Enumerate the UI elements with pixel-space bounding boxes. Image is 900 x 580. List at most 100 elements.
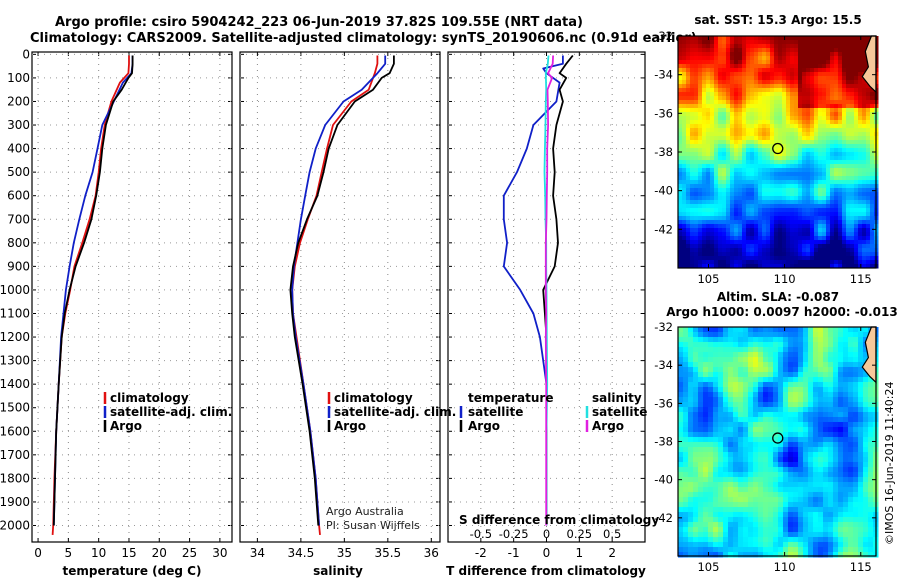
map-cell bbox=[688, 427, 694, 433]
map-cell bbox=[742, 60, 747, 65]
map-cell bbox=[743, 517, 749, 523]
map-cell bbox=[803, 362, 809, 368]
map-cell bbox=[698, 112, 703, 117]
map-cell bbox=[766, 252, 771, 257]
map-cell bbox=[810, 124, 815, 129]
map-cell bbox=[758, 382, 764, 388]
map-cell bbox=[848, 497, 854, 503]
map-cell bbox=[803, 332, 809, 338]
map-cell bbox=[743, 387, 749, 393]
map-cell bbox=[750, 136, 755, 141]
map-cell bbox=[866, 232, 871, 237]
map-cell bbox=[733, 362, 739, 368]
map-cell bbox=[713, 397, 719, 403]
map-cell bbox=[728, 337, 734, 343]
map-cell bbox=[862, 128, 867, 133]
map-cell bbox=[686, 96, 691, 101]
map-cell bbox=[742, 236, 747, 241]
map-cell bbox=[778, 228, 783, 233]
map-cell bbox=[678, 397, 684, 403]
map-cell bbox=[743, 417, 749, 423]
map-cell bbox=[868, 487, 874, 493]
map-cell bbox=[753, 537, 759, 543]
map-cell bbox=[818, 252, 823, 257]
map-cell bbox=[726, 48, 731, 53]
map-cell bbox=[858, 196, 863, 201]
map-cell bbox=[850, 96, 855, 101]
map-cell bbox=[786, 160, 791, 165]
map-cell bbox=[786, 220, 791, 225]
map-cell bbox=[778, 467, 784, 473]
map-cell bbox=[778, 72, 783, 77]
map-cell bbox=[766, 100, 771, 105]
map-cell bbox=[774, 168, 779, 173]
map-cell bbox=[828, 502, 834, 508]
map-cell bbox=[754, 136, 759, 141]
map-cell bbox=[710, 36, 715, 41]
map-cell bbox=[858, 442, 864, 448]
map-cell bbox=[702, 96, 707, 101]
map-cell bbox=[726, 128, 731, 133]
map-cell bbox=[782, 160, 787, 165]
map-cell bbox=[842, 264, 847, 269]
map-cell bbox=[858, 236, 863, 241]
map-cell bbox=[853, 482, 859, 488]
map-cell bbox=[766, 132, 771, 137]
map-cell bbox=[743, 497, 749, 503]
map-cell bbox=[762, 256, 767, 261]
map-cell bbox=[790, 160, 795, 165]
map-cell bbox=[738, 124, 743, 129]
map-cell bbox=[728, 512, 734, 518]
map-cell bbox=[738, 347, 744, 353]
map-cell bbox=[742, 176, 747, 181]
map-cell bbox=[746, 252, 751, 257]
map-cell bbox=[838, 532, 844, 538]
map-cell bbox=[838, 104, 843, 109]
map-cell bbox=[688, 327, 694, 333]
map-cell bbox=[688, 437, 694, 443]
map-cell bbox=[813, 417, 819, 423]
map-cell bbox=[730, 136, 735, 141]
map-cell bbox=[774, 72, 779, 77]
map-cell bbox=[698, 437, 704, 443]
map-cell bbox=[708, 477, 714, 483]
map-cell bbox=[850, 36, 855, 41]
map-cell bbox=[738, 462, 744, 468]
map-cell bbox=[830, 168, 835, 173]
map-cell bbox=[846, 160, 851, 165]
map-cell bbox=[718, 176, 723, 181]
map-cell bbox=[742, 240, 747, 245]
map-cell bbox=[766, 216, 771, 221]
map-cell bbox=[866, 84, 871, 89]
map-cell bbox=[734, 180, 739, 185]
map-cell bbox=[763, 382, 769, 388]
map-cell bbox=[846, 188, 851, 193]
map-cell bbox=[858, 252, 863, 257]
map-cell bbox=[848, 532, 854, 538]
map-cell bbox=[733, 382, 739, 388]
map-cell bbox=[850, 164, 855, 169]
map-cell bbox=[758, 372, 764, 378]
map-cell bbox=[802, 156, 807, 161]
map-cell bbox=[818, 417, 824, 423]
map-cell bbox=[774, 144, 779, 149]
map-cell bbox=[678, 40, 683, 45]
map-cell bbox=[786, 148, 791, 153]
map-cell bbox=[858, 200, 863, 205]
map-cell bbox=[794, 76, 799, 81]
map-cell bbox=[693, 497, 699, 503]
map-cell bbox=[862, 88, 867, 93]
map-cell bbox=[854, 196, 859, 201]
map-cell bbox=[754, 140, 759, 145]
map-cell bbox=[813, 432, 819, 438]
map-cell bbox=[782, 216, 787, 221]
map-cell bbox=[842, 224, 847, 229]
map-cell bbox=[686, 176, 691, 181]
map-cell bbox=[818, 92, 823, 97]
map-cell bbox=[738, 372, 744, 378]
map-cell bbox=[682, 68, 687, 73]
map-cell bbox=[822, 244, 827, 249]
map-cell bbox=[726, 140, 731, 145]
map-cell bbox=[763, 347, 769, 353]
map-cell bbox=[686, 160, 691, 165]
